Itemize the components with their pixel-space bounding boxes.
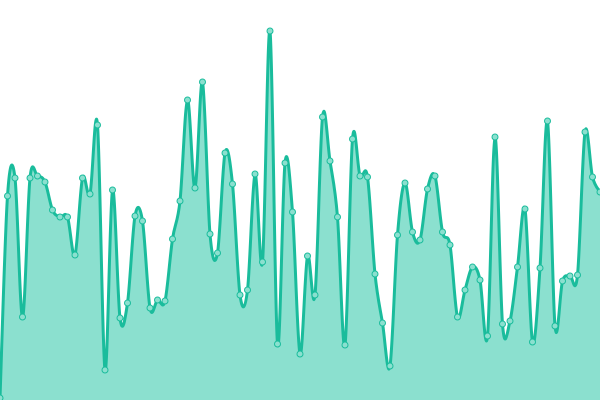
data-point-27 [199, 78, 206, 86]
data-point-26 [191, 184, 199, 192]
data-point-20 [146, 304, 154, 312]
data-point-35 [259, 258, 266, 266]
data-point-66 [491, 133, 499, 141]
data-point-32 [236, 291, 244, 299]
data-point-30 [221, 149, 229, 157]
data-point-63 [469, 263, 476, 271]
data-point-23 [169, 235, 176, 243]
data-point-80 [596, 188, 600, 196]
data-point-78 [581, 128, 589, 136]
data-point-5 [34, 172, 41, 180]
data-point-18 [131, 212, 139, 220]
data-point-19 [139, 217, 146, 225]
data-point-73 [544, 117, 551, 125]
data-point-56 [416, 236, 424, 244]
data-point-33 [244, 286, 251, 294]
data-point-61 [454, 313, 461, 321]
data-point-9 [64, 213, 71, 221]
data-points [0, 27, 600, 400]
data-point-31 [229, 180, 236, 188]
data-point-71 [529, 338, 536, 346]
data-point-16 [116, 314, 124, 322]
data-point-50 [371, 270, 379, 278]
data-point-77 [574, 271, 581, 279]
data-point-74 [551, 322, 559, 330]
data-point-7 [49, 206, 56, 214]
data-point-58 [431, 172, 439, 180]
area-fill [0, 30, 600, 400]
data-point-4 [26, 174, 34, 182]
data-point-29 [214, 249, 221, 257]
data-point-28 [206, 230, 214, 238]
data-point-51 [379, 319, 386, 327]
data-point-48 [356, 172, 364, 180]
data-point-38 [281, 159, 289, 167]
data-point-12 [86, 190, 94, 198]
data-point-70 [521, 205, 529, 213]
data-point-67 [499, 320, 506, 328]
data-point-6 [41, 178, 49, 186]
data-point-39 [289, 208, 296, 216]
data-point-79 [589, 173, 596, 181]
data-point-65 [484, 332, 491, 340]
data-point-76 [566, 272, 574, 280]
data-point-11 [79, 174, 86, 182]
data-point-62 [461, 286, 469, 294]
data-point-22 [161, 297, 169, 305]
data-point-13 [94, 121, 101, 129]
data-point-21 [154, 296, 161, 304]
data-point-59 [439, 228, 446, 236]
data-point-3 [19, 313, 26, 321]
data-point-17 [124, 299, 131, 307]
data-point-14 [101, 366, 109, 374]
data-point-54 [401, 179, 409, 187]
data-point-68 [506, 317, 514, 325]
data-point-2 [11, 174, 19, 182]
data-point-25 [184, 96, 191, 104]
data-point-34 [251, 170, 259, 178]
data-point-60 [446, 241, 454, 249]
data-point-0 [0, 394, 4, 400]
data-point-43 [319, 113, 326, 121]
data-point-37 [274, 340, 281, 348]
data-point-24 [176, 197, 184, 205]
data-point-10 [71, 251, 79, 259]
data-point-64 [476, 276, 484, 284]
data-point-40 [296, 350, 304, 358]
data-point-55 [409, 228, 416, 236]
data-point-41 [304, 252, 311, 260]
data-point-15 [109, 186, 116, 194]
data-point-72 [536, 264, 544, 272]
data-point-46 [341, 341, 349, 349]
data-point-49 [364, 173, 371, 181]
data-point-69 [514, 263, 521, 271]
data-point-53 [394, 231, 401, 239]
data-point-47 [349, 135, 356, 143]
data-point-42 [311, 291, 319, 299]
data-point-36 [266, 27, 274, 35]
data-point-75 [559, 277, 566, 285]
data-point-44 [326, 157, 334, 165]
data-point-57 [424, 185, 431, 193]
data-point-45 [334, 213, 341, 221]
data-point-52 [386, 362, 394, 370]
data-point-8 [56, 213, 64, 221]
data-point-1 [4, 192, 11, 200]
